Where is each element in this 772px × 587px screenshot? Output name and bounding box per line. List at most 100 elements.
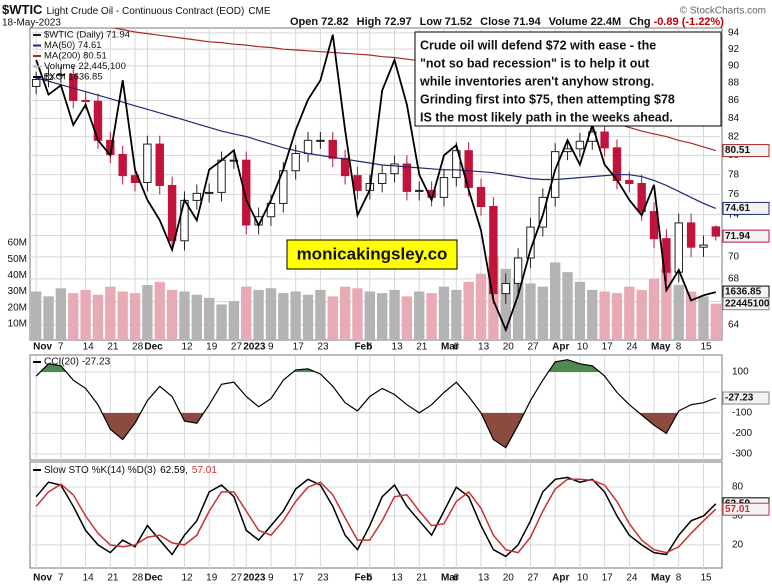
volume-bar: [129, 293, 141, 340]
volume-bar: [636, 289, 647, 340]
x-tick-label: 24: [626, 573, 638, 584]
candle-body: [575, 140, 585, 150]
x-tick-label: 28: [132, 342, 144, 353]
y-tick-label: -100: [732, 408, 752, 419]
x-tick-label: Feb: [354, 573, 372, 584]
volume-bar: [203, 297, 215, 340]
x-tick-label: 6: [367, 342, 373, 353]
volume-bar: [105, 286, 116, 340]
candle-body: [229, 159, 239, 162]
x-tick-label: Mar: [441, 573, 459, 584]
y-tick-label: 68: [728, 274, 740, 285]
x-tick-label: 15: [700, 573, 712, 584]
x-tick-label: 21: [107, 573, 119, 584]
x-tick-label: 21: [107, 342, 119, 353]
annotation-line: Crude oil will defend $72 with ease - th…: [420, 38, 656, 52]
y-tick-label: 78: [728, 169, 740, 180]
stat-label: Close: [480, 16, 510, 28]
volume-bar: [55, 288, 67, 340]
y-tick-label: -300: [732, 449, 752, 460]
annotation-line: "not so bad recession" is to help it out: [420, 56, 650, 70]
x-tick-label: May: [651, 573, 671, 584]
stat-label: High: [357, 16, 382, 28]
candle-body: [649, 211, 659, 240]
x-tick-label: 12: [181, 342, 193, 353]
x-tick-label: 7: [58, 342, 64, 353]
x-tick-label: 14: [83, 342, 95, 353]
volume-bar: [710, 303, 722, 340]
candle-body: [439, 177, 449, 198]
volume-bar: [463, 281, 474, 340]
legend-label: MA(200) 80.51: [44, 51, 107, 62]
stat-value: 22.4M: [591, 16, 622, 28]
value-tag: [722, 502, 770, 516]
x-tick-label: 23: [317, 342, 329, 353]
candle-body: [204, 191, 214, 194]
volume-bar: [290, 291, 301, 340]
annotation-line: Grinding first into $75, then attempting…: [420, 92, 675, 106]
x-tick-label: 17: [602, 342, 614, 353]
volume-bar: [537, 286, 549, 340]
candle-body: [390, 163, 399, 175]
copyright: © StockCharts.com: [680, 6, 766, 17]
description: Light Crude Oil - Continuous Contract (E…: [46, 6, 244, 17]
x-tick-label: 9: [268, 573, 274, 584]
volume-bar: [500, 268, 511, 340]
x-tick-label: 14: [83, 573, 95, 584]
value-tag: [722, 391, 770, 405]
x-tick-label: 2023: [243, 342, 266, 353]
stat-value: 71.94: [513, 16, 541, 28]
y-tick-label: 88: [728, 78, 740, 89]
stat-value: -0.89 (-1.22%): [654, 16, 725, 28]
volume-bar: [624, 286, 635, 340]
y-tick-label: 76: [728, 189, 740, 200]
annotation-line: IS the most likely path in the weeks ahe…: [420, 110, 673, 124]
x-tick-label: 19: [206, 342, 218, 353]
x-tick-label: 10: [577, 573, 589, 584]
x-tick-label: 13: [478, 342, 490, 353]
x-tick-label: Apr: [552, 573, 569, 584]
candle-body: [291, 153, 300, 172]
x-tick-label: 13: [478, 573, 490, 584]
y-tick-label: 80: [732, 482, 744, 493]
candle-body: [686, 222, 696, 248]
x-tick-label: Nov: [33, 342, 52, 353]
oscillator-line: [35, 476, 717, 558]
candle-body: [118, 153, 127, 177]
candle-body: [625, 180, 634, 184]
x-tick-label: 6: [453, 342, 459, 353]
x-tick-label: 13: [392, 342, 404, 353]
candle-body: [699, 244, 708, 248]
x-tick-label: 28: [132, 573, 144, 584]
x-tick-label: 17: [602, 573, 614, 584]
legend: Slow STO %K(14) %D(3) 62.59, 57.01: [44, 465, 217, 476]
legend-label: $XOI 1636.85: [44, 72, 103, 83]
volume-bar: [117, 291, 128, 340]
annotation-line: while inventories aren't anyhow strong.: [419, 74, 654, 88]
value-tag-label: 57.01: [725, 504, 750, 515]
x-tick-label: 27: [527, 342, 539, 353]
volume-bar: [438, 286, 450, 340]
volume-bar: [599, 291, 610, 340]
volume-bar: [278, 293, 289, 340]
volume-bar: [179, 291, 190, 340]
x-tick-label: 21: [416, 573, 428, 584]
value-tag-label: 71.94: [725, 231, 750, 242]
x-tick-label: 27: [527, 573, 539, 584]
candle-body: [167, 184, 177, 242]
cci-line: [35, 359, 717, 449]
panel-frame: [29, 27, 723, 341]
value-tag-label: 22445100: [725, 298, 770, 309]
candle-body: [56, 73, 66, 76]
volume-tick-label: 20M: [8, 302, 27, 313]
candle-body: [402, 163, 412, 192]
candle-body: [513, 257, 523, 284]
x-tick-label: May: [651, 342, 671, 353]
candle-body: [155, 143, 164, 186]
volume-bar: [512, 278, 524, 340]
oscillator-line: [35, 478, 717, 554]
volume-bar: [648, 278, 660, 340]
x-tick-label: 2023: [243, 573, 266, 584]
volume-bar: [191, 294, 203, 340]
